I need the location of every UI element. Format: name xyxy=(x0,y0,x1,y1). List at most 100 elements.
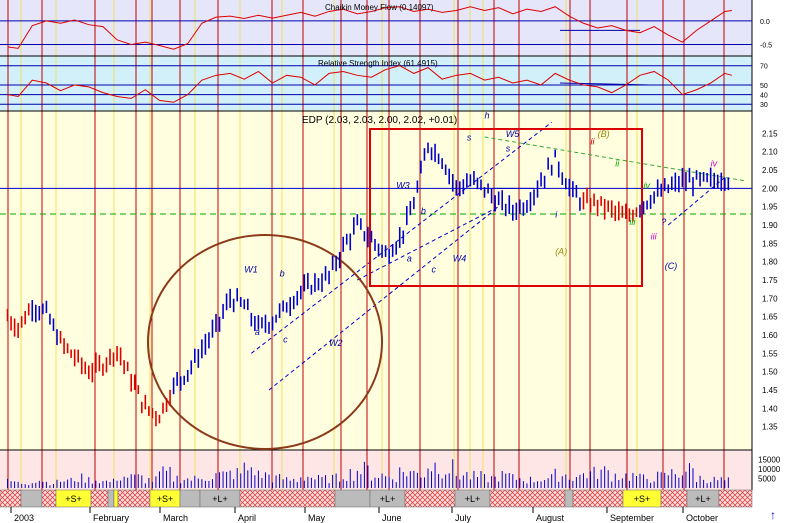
rsi-tick-label: 30 xyxy=(760,102,768,109)
rsi-tick-label: 40 xyxy=(760,93,768,100)
wave-label: iii xyxy=(629,217,636,227)
month-label: February xyxy=(93,513,130,523)
month-label: August xyxy=(536,513,565,523)
volume-panel xyxy=(0,450,752,490)
wave-label: h xyxy=(485,111,490,121)
signal-cell xyxy=(718,489,753,508)
chaikin-tick-label: 0.0 xyxy=(760,19,770,26)
signal-cell xyxy=(572,489,624,508)
chaikin-title: Chaikin Money Flow (0.14097) xyxy=(325,3,434,12)
price-tick-label: 1.95 xyxy=(762,203,778,212)
volume-tick-label: 15000 xyxy=(758,456,781,465)
signal-cell xyxy=(41,489,57,508)
rsi-title: Relative Strength Index (61.4915) xyxy=(318,59,438,68)
price-tick-label: 1.45 xyxy=(762,386,778,395)
scroll-up-arrow[interactable]: ↑ xyxy=(770,508,776,522)
wave-label: W1 xyxy=(244,265,258,275)
month-label: October xyxy=(686,513,718,523)
price-tick-label: 1.60 xyxy=(762,331,778,340)
wave-label: s xyxy=(467,133,472,143)
month-label: 2003 xyxy=(14,513,34,523)
price-tick-label: 2.10 xyxy=(762,148,778,157)
signal-cell xyxy=(113,489,119,508)
wave-label: W3 xyxy=(396,180,410,190)
price-tick-label: 1.80 xyxy=(762,258,778,267)
price-tick-label: 1.75 xyxy=(762,276,778,285)
signal-cell xyxy=(179,489,201,508)
price-tick-label: 2.05 xyxy=(762,166,778,175)
signal-cell xyxy=(239,489,336,508)
price-title: EDP (2.03, 2.03, 2.00, 2.02, +0.01) xyxy=(302,115,457,126)
month-label: April xyxy=(238,513,256,523)
wave-label: c xyxy=(283,334,288,344)
wave-label: ii xyxy=(591,136,596,146)
wave-label: s xyxy=(506,144,511,154)
signal-label: +S+ xyxy=(634,494,651,504)
price-tick-label: 2.15 xyxy=(762,129,778,138)
month-label: September xyxy=(610,513,654,523)
month-label: May xyxy=(308,513,326,523)
rsi-tick-label: 50 xyxy=(760,83,768,90)
signal-label: +L+ xyxy=(212,494,228,504)
rsi-series-line xyxy=(7,65,732,103)
wave-label: b xyxy=(280,268,285,278)
signal-label: +L+ xyxy=(465,494,481,504)
signal-cell xyxy=(0,489,22,508)
wave-label: ii xyxy=(615,158,620,168)
signal-cell xyxy=(20,489,43,508)
signal-label: +L+ xyxy=(695,494,711,504)
signal-label: +L+ xyxy=(380,494,396,504)
wave-label: W5 xyxy=(506,129,520,139)
rsi-tick-label: 70 xyxy=(760,64,768,71)
wave-label: iv xyxy=(711,158,718,168)
wave-label: iii xyxy=(651,232,658,242)
price-tick-label: 1.90 xyxy=(762,221,778,230)
price-tick-label: 1.35 xyxy=(762,423,778,432)
price-tick-label: 1.70 xyxy=(762,294,778,303)
wave-label: i xyxy=(555,210,558,220)
green-trend-line xyxy=(484,136,747,182)
wave-label: (A) xyxy=(555,246,567,256)
channel-upper-line xyxy=(251,121,552,354)
wave-label: (B) xyxy=(598,129,610,139)
volume-tick-label: 5000 xyxy=(758,475,776,484)
wave-label: iv xyxy=(644,180,651,190)
signal-cell xyxy=(334,489,371,508)
rsi-trend-line xyxy=(559,82,651,86)
wave-label: c xyxy=(432,265,437,275)
signal-label: +S+ xyxy=(157,494,174,504)
right-axis-area xyxy=(752,0,795,523)
signal-cell xyxy=(564,489,574,508)
signal-cell xyxy=(404,489,456,508)
price-panel xyxy=(0,111,752,450)
price-tick-label: 1.40 xyxy=(762,404,778,413)
signal-cell xyxy=(660,489,688,508)
signal-cell xyxy=(107,489,115,508)
month-label: June xyxy=(382,513,402,523)
channel-mid-line xyxy=(357,206,499,281)
recent-channel-line xyxy=(667,176,726,226)
signal-cell xyxy=(489,489,566,508)
month-label: July xyxy=(455,513,472,523)
signal-label: +S+ xyxy=(65,494,82,504)
signal-cell xyxy=(90,489,109,508)
volume-tick-label: 10000 xyxy=(758,465,781,474)
price-tick-label: 1.50 xyxy=(762,368,778,377)
wave-label: b xyxy=(421,206,426,216)
wave-label: a xyxy=(407,254,412,264)
chaikin-tick-label: -0.5 xyxy=(760,43,772,50)
price-tick-label: 1.85 xyxy=(762,239,778,248)
price-tick-label: 1.55 xyxy=(762,349,778,358)
highlight-circle xyxy=(147,234,383,450)
price-tick-label: 2.00 xyxy=(762,184,778,193)
chaikin-series-line xyxy=(7,6,732,50)
wave-label: (C) xyxy=(665,261,678,271)
wave-label: a xyxy=(255,327,260,337)
signal-cell xyxy=(117,489,151,508)
highlight-rectangle xyxy=(369,128,643,287)
month-label: March xyxy=(163,513,188,523)
wave-label: W4 xyxy=(453,254,467,264)
wave-label: ? xyxy=(661,217,666,227)
price-tick-label: 1.65 xyxy=(762,313,778,322)
